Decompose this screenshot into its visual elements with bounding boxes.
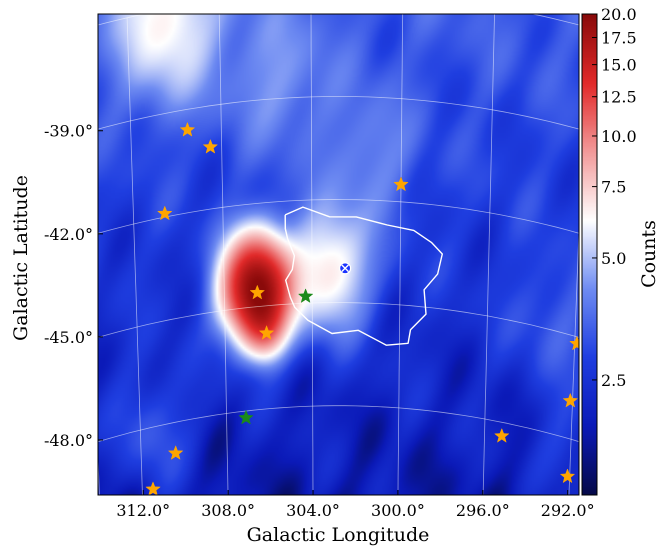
colorbar-label: Counts xyxy=(638,220,659,288)
x-tick-label: 296.0° xyxy=(456,501,510,520)
orange-star-marker xyxy=(202,138,219,154)
colorbar-tick-label: 17.5 xyxy=(601,28,637,47)
orange-star-marker xyxy=(179,121,196,137)
circle-cross-marker xyxy=(339,262,352,275)
orange-star-marker xyxy=(559,468,576,484)
orange-star-marker xyxy=(569,335,579,351)
grid-line-lon xyxy=(218,14,229,495)
colorbar-tick-label: 12.5 xyxy=(601,88,637,107)
grid-line-lat xyxy=(98,14,579,26)
x-tick-label: 292.0° xyxy=(541,501,595,520)
grid-line-lat xyxy=(98,302,579,338)
grid-line-lat xyxy=(98,405,579,443)
colorbar-tick-label: 10.0 xyxy=(601,127,637,146)
orange-star-marker xyxy=(167,445,184,460)
source-markers xyxy=(145,121,579,495)
grid-line-lat xyxy=(98,199,579,234)
x-axis-label: Galactic Longitude xyxy=(247,524,430,546)
contour-line xyxy=(284,206,443,346)
orange-star-marker xyxy=(249,284,266,300)
colorbar-frame xyxy=(581,13,598,496)
colorbar-tick-label: 5.0 xyxy=(601,249,626,268)
plot-area xyxy=(97,13,580,496)
y-tick-label: -45.0° xyxy=(44,328,93,347)
grid-line-lon xyxy=(568,218,579,495)
green-star-marker xyxy=(297,288,314,303)
x-tick-label: 300.0° xyxy=(371,501,425,520)
colorbar-tick-label: 2.5 xyxy=(601,371,626,390)
x-tick-label: 312.0° xyxy=(116,501,170,520)
y-axis-label: Galactic Latitude xyxy=(10,175,32,341)
colorbar-tick-label: 7.5 xyxy=(601,178,626,197)
colorbar-tick-label: 20.0 xyxy=(601,5,637,24)
orange-star-marker xyxy=(145,481,161,495)
y-tick-label: -48.0° xyxy=(44,431,93,450)
colorbar-ticks: 20.0 17.5 15.0 12.5 10.0 7.5 5.0 2.5 xyxy=(592,5,637,390)
grid-line-lon xyxy=(397,14,404,495)
counts-map xyxy=(98,14,579,495)
x-tick-label: 304.0° xyxy=(286,501,340,520)
colorbar: 20.0 17.5 15.0 12.5 10.0 7.5 5.0 2.5 Counts xyxy=(581,5,659,496)
y-tick-label: -42.0° xyxy=(44,225,93,244)
colorbar-tick-label: 15.0 xyxy=(601,56,637,75)
orange-star-marker xyxy=(157,205,173,221)
contour-layer xyxy=(284,206,443,346)
orange-star-marker xyxy=(393,176,409,192)
grid-line-lon xyxy=(310,14,314,495)
colorbar-gradient xyxy=(582,14,597,495)
green-star-marker xyxy=(238,409,254,425)
coordinate-grid xyxy=(98,14,579,495)
grid-line-lat xyxy=(98,96,579,130)
y-axis-ticks: -39.0° -42.0° -45.0° -48.0° xyxy=(44,122,103,450)
orange-star-marker xyxy=(494,427,510,443)
orange-star-marker xyxy=(562,392,579,408)
x-axis-ticks: 312.0° 308.0° 304.0° 300.0° 296.0° 292.0° xyxy=(116,490,595,520)
y-tick-label: -39.0° xyxy=(44,122,93,141)
x-tick-label: 308.0° xyxy=(201,501,255,520)
grid-line-lon xyxy=(98,449,100,495)
plot-frame xyxy=(97,13,580,496)
orange-star-marker xyxy=(258,324,275,340)
grid-line-lon xyxy=(126,17,143,495)
grid-line-lon xyxy=(482,14,495,495)
